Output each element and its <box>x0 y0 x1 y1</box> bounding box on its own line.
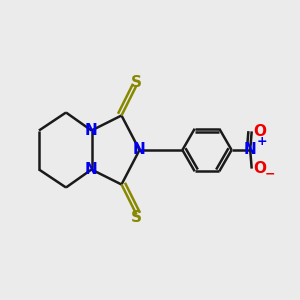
Text: N: N <box>133 142 146 158</box>
Text: O: O <box>254 161 267 176</box>
Text: S: S <box>131 210 142 225</box>
Text: +: + <box>256 135 267 148</box>
Text: −: − <box>265 167 275 181</box>
Text: S: S <box>131 75 142 90</box>
Text: N: N <box>244 142 256 158</box>
Text: O: O <box>254 124 267 139</box>
Text: N: N <box>85 162 98 177</box>
Text: N: N <box>85 123 98 138</box>
